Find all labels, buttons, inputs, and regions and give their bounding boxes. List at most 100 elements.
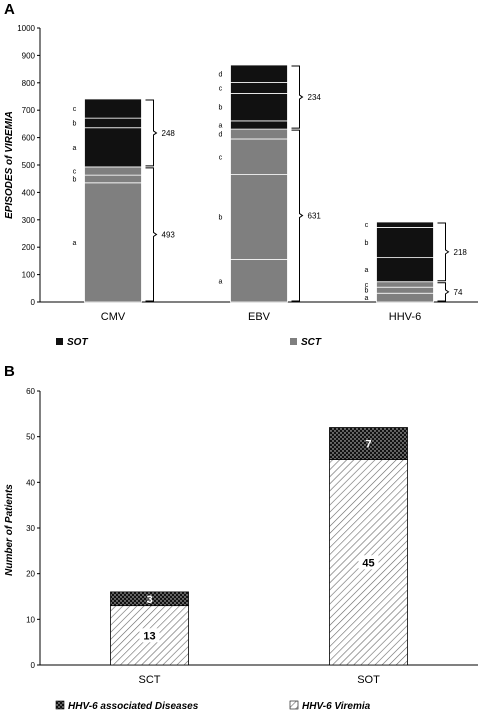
segment-label-cmv-sot-b: b [73,120,77,127]
panel-a-category-label-ebv: EBV [248,311,271,323]
segment-label-hhv-6-sot-a: a [365,267,369,274]
bar-segment-cmv-sct-b [84,174,142,184]
panel-a-y-tick-label: 200 [22,243,36,252]
bar-segment-hhv-6-sct-b [376,286,434,294]
panel-a-y-tick-label: 600 [22,134,36,143]
bar-segment-cmv-sot-b [84,117,142,129]
bracket-ebv-sct [291,129,304,302]
bracket-total-hhv-6-sot: 218 [454,248,468,257]
legend-label-sot: SOT [67,337,88,348]
bracket-total-cmv-sct: 493 [162,230,176,239]
segment-label-cmv-sct-c: c [73,169,77,176]
panel-b: B Number of Patients 0 10 20 30 40 50 60 SCT SOT… [4,363,478,712]
bracket-hhv-6-sct [437,282,450,302]
bar-segment-cmv-sct-c [84,166,142,176]
legend-swatch-sct [290,338,297,345]
panel-a-label: A [4,1,15,18]
panel-b-y-tick-label: 40 [26,478,35,487]
segment-label-hhv-6-sct-a: a [365,295,369,302]
bar-sot-hhv-6-associated-diseases [329,427,408,460]
panel-b-y-axis-label: Number of Patients [4,484,15,576]
legend-label-hhv-6-associated-diseases: HHV-6 associated Diseases [68,701,199,712]
segment-label-ebv-sot-d: d [219,71,223,78]
panel-a-y-tick-label: 1000 [17,24,35,33]
bracket-hhv-6-sot [437,222,450,282]
segment-label-cmv-sct-a: a [73,240,77,247]
panel-b-category-label-sot: SOT [357,674,380,686]
segment-label-ebv-sct-d: d [219,132,223,139]
bar-segment-hhv-6-sot-a [376,257,434,283]
bar-segment-cmv-sot-a [84,127,142,168]
panel-a-y-tick-label: 700 [22,106,36,115]
value-label-bg-sot-hhv-6-viremia [358,555,379,570]
bar-sct-hhv-6-associated-diseases [110,591,189,607]
bracket-total-ebv-sot: 234 [308,93,322,102]
bar-segment-ebv-sot-c [230,82,288,94]
bar-segment-ebv-sct-d [230,128,288,140]
panel-b-y-tick-label: 30 [26,524,35,533]
panel-a: A EPISODES of VIREMIA 0 100 200 300 400 500 60… [4,1,478,348]
panel-b-legend: HHV-6 associated Diseases HHV-6 Viremia [55,700,371,712]
segment-label-hhv-6-sot-b: b [365,240,369,247]
value-label-sot-hhv-6-viremia: 45 [362,557,374,569]
panel-b-bars: 13 3 45 7 [110,427,408,666]
legend-label-hhv-6-viremia: HHV-6 Viremia [302,701,371,712]
bar-segment-ebv-sct-c [230,138,288,175]
bar-segment-hhv-6-sot-c [376,221,434,228]
panel-b-y-tick-label: 10 [26,615,35,624]
legend-swatch-hhv-6-associated-diseases [55,700,65,710]
panel-b-y-tick-label: 60 [26,387,35,396]
panel-b-y-tick-label: 0 [31,661,36,670]
legend-label-sct: SCT [301,337,322,348]
segment-label-cmv-sot-a: a [73,145,77,152]
panel-b-category-label-sct: SCT [139,674,161,686]
segment-label-ebv-sct-b: b [219,215,223,222]
panel-a-category-label-hhv-6: HHV-6 [389,311,421,323]
bar-segment-hhv-6-sct-a [376,292,434,303]
panel-a-y-tick-label: 400 [22,188,36,197]
bracket-total-hhv-6-sct: 74 [454,288,463,297]
bracket-total-cmv-sot: 248 [162,129,176,138]
legend-swatch-hhv-6-viremia [289,700,299,710]
panel-b-label: B [4,363,15,380]
bar-segment-ebv-sot-a [230,120,288,130]
segment-label-hhv-6-sct-b: b [365,288,369,295]
legend-swatch-sot [56,338,63,345]
bar-segment-ebv-sct-a [230,259,288,303]
panel-a-y-axis-label: EPISODES of VIREMIA [4,111,15,219]
bar-segment-ebv-sct-b [230,174,288,260]
value-label-sot-hhv-6-associated-diseases: 7 [365,439,371,451]
bracket-cmv-sot [145,99,158,167]
panel-b-axes: 0 10 20 30 40 50 60 SCT SOT [26,387,478,686]
bar-segment-cmv-sot-c [84,98,142,119]
value-label-sct-hhv-6-associated-diseases: 3 [146,594,152,606]
panel-a-y-tick-label: 100 [22,271,36,280]
value-label-bg-sct-hhv-6-viremia [139,628,160,643]
segment-label-cmv-sot-c: c [73,106,77,113]
value-label-sct-hhv-6-viremia: 13 [143,630,155,642]
bracket-ebv-sot [291,65,304,129]
bracket-cmv-sct [145,167,158,302]
bar-segment-ebv-sot-d [230,64,288,83]
segment-label-hhv-6-sct-c: c [365,282,369,289]
panel-a-y-tick-label: 0 [31,298,36,307]
panel-b-y-tick-label: 20 [26,570,35,579]
bar-segment-hhv-6-sct-c [376,281,434,288]
segment-label-ebv-sct-a: a [219,278,223,285]
segment-label-ebv-sot-b: b [219,105,223,112]
panel-b-y-tick-label: 50 [26,433,35,442]
segment-label-ebv-sct-c: c [219,154,223,161]
panel-a-y-tick-label: 900 [22,51,36,60]
bracket-total-ebv-sct: 631 [308,212,322,221]
bar-segment-cmv-sct-a [84,182,142,303]
panel-a-y-tick-label: 500 [22,161,36,170]
bar-segment-ebv-sot-b [230,93,288,122]
panel-a-y-tick-label: 300 [22,216,36,225]
segment-label-hhv-6-sot-c: c [365,222,369,229]
bar-segment-hhv-6-sot-b [376,227,434,259]
panel-a-y-tick-label: 800 [22,79,36,88]
segment-label-ebv-sot-c: c [219,86,223,93]
segment-label-cmv-sct-b: b [73,176,77,183]
